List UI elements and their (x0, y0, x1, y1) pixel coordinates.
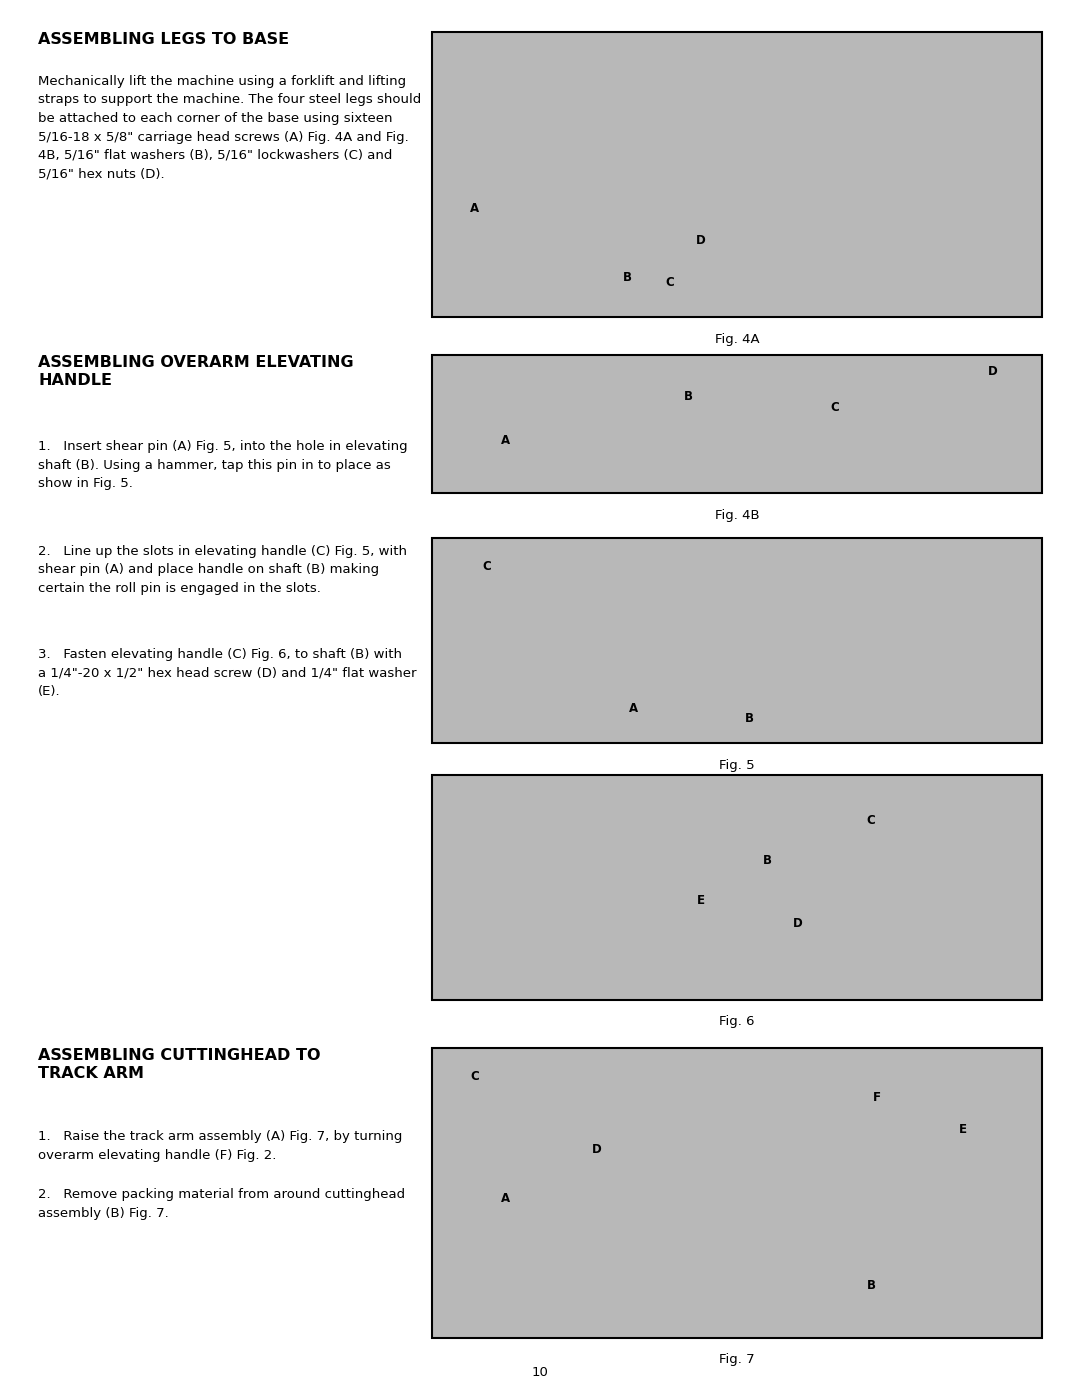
Text: A: A (501, 434, 510, 447)
Text: C: C (867, 813, 876, 827)
Text: D: D (988, 365, 998, 379)
Text: B: B (684, 390, 692, 402)
Text: Mechanically lift the machine using a forklift and lifting
straps to support the: Mechanically lift the machine using a fo… (38, 75, 421, 180)
Text: F: F (874, 1091, 881, 1104)
Bar (432, 775, 1042, 1000)
Text: D: D (793, 916, 802, 930)
Text: C: C (665, 277, 674, 289)
Text: A: A (470, 203, 480, 215)
Text: 1.   Raise the track arm assembly (A) Fig. 7, by turning
overarm elevating handl: 1. Raise the track arm assembly (A) Fig.… (38, 1130, 403, 1161)
Text: C: C (831, 401, 839, 414)
Text: Fig. 6: Fig. 6 (719, 1016, 755, 1028)
Text: B: B (623, 271, 632, 284)
Text: C: C (483, 560, 491, 573)
Bar (432, 1048, 1042, 1338)
Text: A: A (501, 1192, 510, 1206)
Bar (432, 355, 1042, 493)
Text: E: E (697, 894, 704, 908)
Bar (432, 32, 1042, 317)
Text: Fig. 4B: Fig. 4B (715, 509, 759, 521)
Text: D: D (696, 233, 705, 246)
Text: Fig. 4A: Fig. 4A (715, 332, 759, 345)
Text: B: B (745, 712, 754, 725)
Text: 3.   Fasten elevating handle (C) Fig. 6, to shaft (B) with
a 1/4"-20 x 1/2" hex : 3. Fasten elevating handle (C) Fig. 6, t… (38, 648, 417, 698)
Text: 1.   Insert shear pin (A) Fig. 5, into the hole in elevating
shaft (B). Using a : 1. Insert shear pin (A) Fig. 5, into the… (38, 440, 407, 490)
Text: Fig. 7: Fig. 7 (719, 1354, 755, 1366)
Text: 2.   Line up the slots in elevating handle (C) Fig. 5, with
shear pin (A) and pl: 2. Line up the slots in elevating handle… (38, 545, 407, 595)
Text: ASSEMBLING LEGS TO BASE: ASSEMBLING LEGS TO BASE (38, 32, 289, 47)
Text: 10: 10 (531, 1365, 549, 1379)
Text: A: A (629, 701, 638, 715)
Text: Fig. 5: Fig. 5 (719, 759, 755, 771)
Text: B: B (867, 1280, 876, 1292)
Text: 2.   Remove packing material from around cuttinghead
assembly (B) Fig. 7.: 2. Remove packing material from around c… (38, 1187, 405, 1220)
Text: ASSEMBLING CUTTINGHEAD TO
TRACK ARM: ASSEMBLING CUTTINGHEAD TO TRACK ARM (38, 1048, 321, 1081)
Text: E: E (959, 1123, 967, 1136)
Text: ASSEMBLING OVERARM ELEVATING
HANDLE: ASSEMBLING OVERARM ELEVATING HANDLE (38, 355, 353, 388)
Text: C: C (470, 1070, 480, 1084)
Text: D: D (592, 1143, 602, 1155)
Text: B: B (762, 854, 772, 868)
Bar (432, 538, 1042, 743)
